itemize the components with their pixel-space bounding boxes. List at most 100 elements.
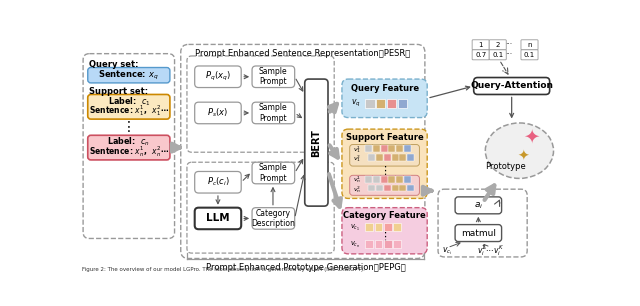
- Text: Sentence: $x_n^1$,  $x_n^2$⋯: Sentence: $x_n^1$, $x_n^2$⋯: [89, 144, 169, 159]
- Text: Support Feature: Support Feature: [346, 133, 424, 142]
- Bar: [373, 176, 380, 183]
- Text: Query set:: Query set:: [90, 60, 139, 69]
- FancyBboxPatch shape: [88, 135, 170, 160]
- Bar: [396, 145, 403, 152]
- Text: ···: ···: [505, 40, 512, 49]
- FancyBboxPatch shape: [455, 225, 502, 241]
- FancyBboxPatch shape: [83, 54, 175, 238]
- Text: Category
Description: Category Description: [251, 209, 295, 228]
- Bar: [384, 154, 391, 161]
- Text: 2: 2: [495, 42, 500, 48]
- FancyBboxPatch shape: [489, 50, 506, 60]
- Bar: [373, 145, 380, 152]
- Text: Sample
Prompt: Sample Prompt: [259, 163, 287, 183]
- Text: Prompt Enhanced Prototype Generation（PEPG）: Prompt Enhanced Prototype Generation（PEP…: [205, 263, 405, 272]
- Text: Prompt Enhanced Sentence Representation（PESR）: Prompt Enhanced Sentence Representation（…: [195, 49, 410, 58]
- Bar: [365, 176, 372, 183]
- FancyBboxPatch shape: [252, 102, 294, 124]
- FancyBboxPatch shape: [195, 171, 241, 193]
- Bar: [392, 185, 399, 192]
- Text: 1: 1: [479, 42, 483, 48]
- Text: Sample
Prompt: Sample Prompt: [259, 67, 287, 87]
- Text: Label:  $c_n$: Label: $c_n$: [108, 136, 150, 148]
- Text: Prototype: Prototype: [485, 162, 526, 170]
- Text: Query-Attention: Query-Attention: [470, 81, 553, 91]
- FancyBboxPatch shape: [195, 66, 241, 88]
- Text: ✦: ✦: [523, 127, 540, 146]
- FancyBboxPatch shape: [252, 66, 294, 88]
- Bar: [387, 99, 396, 108]
- Bar: [365, 223, 373, 231]
- Text: $P_s(x)$: $P_s(x)$: [207, 107, 228, 119]
- Bar: [368, 185, 375, 192]
- Text: $v_{c_i}$: $v_{c_i}$: [442, 245, 452, 256]
- FancyBboxPatch shape: [349, 175, 419, 195]
- Bar: [393, 223, 401, 231]
- Bar: [384, 223, 392, 231]
- Text: BERT: BERT: [312, 129, 321, 157]
- FancyBboxPatch shape: [349, 144, 419, 166]
- Text: $v_q$: $v_q$: [351, 98, 361, 109]
- Bar: [397, 99, 407, 108]
- Ellipse shape: [485, 123, 554, 178]
- Text: Category Feature: Category Feature: [343, 211, 426, 220]
- FancyBboxPatch shape: [305, 79, 328, 206]
- Text: LLM: LLM: [206, 214, 230, 223]
- Bar: [392, 154, 399, 161]
- Text: ⋮: ⋮: [122, 120, 136, 134]
- Text: ⋮: ⋮: [379, 166, 390, 176]
- Bar: [376, 185, 383, 192]
- FancyBboxPatch shape: [521, 50, 538, 60]
- Text: matmul: matmul: [461, 229, 496, 237]
- Bar: [407, 185, 414, 192]
- Text: Sentence: $x_1^1$,  $x_1^2$⋯: Sentence: $x_1^1$, $x_1^2$⋯: [89, 103, 169, 118]
- Bar: [365, 99, 374, 108]
- Text: Query Feature: Query Feature: [351, 84, 419, 93]
- Bar: [407, 154, 414, 161]
- Text: 0.1: 0.1: [524, 52, 535, 58]
- Text: $v_n^1$: $v_n^1$: [353, 174, 361, 185]
- Bar: [404, 145, 411, 152]
- Bar: [393, 240, 401, 248]
- Bar: [404, 176, 411, 183]
- FancyBboxPatch shape: [472, 40, 489, 50]
- Bar: [384, 185, 391, 192]
- FancyBboxPatch shape: [342, 208, 428, 254]
- Bar: [381, 145, 388, 152]
- Bar: [376, 99, 385, 108]
- Text: $v_{c_1}$: $v_{c_1}$: [349, 223, 360, 233]
- FancyBboxPatch shape: [342, 129, 428, 198]
- Text: n: n: [527, 42, 532, 48]
- Bar: [368, 154, 375, 161]
- Text: ···: ···: [505, 50, 512, 59]
- Bar: [365, 240, 373, 248]
- Bar: [399, 154, 406, 161]
- FancyBboxPatch shape: [342, 79, 428, 118]
- Text: ⋮: ⋮: [379, 232, 390, 242]
- Text: $P_q(x_q)$: $P_q(x_q)$: [205, 70, 231, 83]
- Text: $v_i^1\cdots v_i^K$: $v_i^1\cdots v_i^K$: [477, 243, 504, 258]
- FancyBboxPatch shape: [195, 208, 241, 229]
- Text: $v_1^1$: $v_1^1$: [353, 144, 361, 155]
- FancyBboxPatch shape: [455, 197, 502, 214]
- Text: Sentence: $x_q$: Sentence: $x_q$: [99, 69, 159, 82]
- Text: $v_1^2$: $v_1^2$: [353, 153, 361, 164]
- Text: $P_c(c_i)$: $P_c(c_i)$: [207, 176, 229, 188]
- Bar: [374, 223, 382, 231]
- Bar: [384, 240, 392, 248]
- FancyBboxPatch shape: [252, 162, 294, 184]
- FancyBboxPatch shape: [88, 95, 170, 119]
- FancyBboxPatch shape: [252, 208, 294, 229]
- FancyBboxPatch shape: [472, 50, 489, 60]
- Text: Sample
Prompt: Sample Prompt: [259, 103, 287, 123]
- Text: $a_i$: $a_i$: [474, 200, 483, 211]
- Bar: [381, 176, 388, 183]
- Text: Label:  $c_1$: Label: $c_1$: [108, 95, 150, 108]
- Text: $v_{c_n}$: $v_{c_n}$: [349, 240, 360, 250]
- FancyBboxPatch shape: [195, 102, 241, 124]
- Bar: [399, 185, 406, 192]
- Bar: [376, 154, 383, 161]
- FancyBboxPatch shape: [474, 77, 550, 95]
- Bar: [388, 145, 396, 152]
- Text: Support set:: Support set:: [90, 87, 148, 96]
